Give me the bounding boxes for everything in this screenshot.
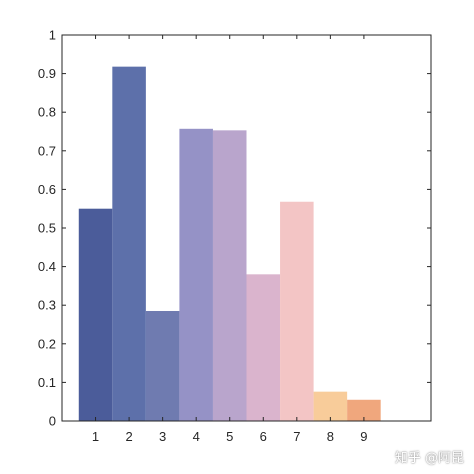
y-tick-label: 0 <box>49 414 56 429</box>
bar-5 <box>212 130 247 422</box>
y-tick-label: 0.1 <box>38 375 56 390</box>
bar-8 <box>313 391 348 421</box>
bar-4 <box>179 128 213 421</box>
x-tick-label: 7 <box>293 429 300 444</box>
bar-6 <box>246 274 281 421</box>
bar-3 <box>145 310 180 421</box>
bar-1 <box>78 208 113 421</box>
y-tick-label: 0.6 <box>38 182 56 197</box>
x-tick-label: 8 <box>327 429 334 444</box>
y-tick-label: 0.2 <box>38 336 56 351</box>
x-tick-label: 1 <box>92 429 99 444</box>
x-tick-label: 5 <box>226 429 233 444</box>
x-axis-ticks: 1 2 3 4 5 6 7 8 9 <box>92 35 368 444</box>
watermark-text: 知乎 @阿昆 <box>394 451 464 466</box>
y-axis-ticks: 0 0.1 0.2 0.3 0.4 0.5 0.6 0.7 0.8 0.9 1 <box>38 28 431 429</box>
y-tick-label: 1 <box>49 28 56 43</box>
y-tick-label: 0.9 <box>38 66 56 81</box>
y-tick-label: 0.4 <box>38 259 56 274</box>
y-tick-label: 0.3 <box>38 298 56 313</box>
bar-7 <box>280 201 314 421</box>
bar-9 <box>347 399 381 421</box>
bars-group <box>78 66 381 422</box>
x-tick-label: 4 <box>193 429 200 444</box>
x-tick-label: 9 <box>360 429 367 444</box>
x-tick-label: 3 <box>159 429 166 444</box>
y-tick-label: 0.7 <box>38 143 56 158</box>
x-tick-label: 2 <box>125 429 132 444</box>
y-tick-label: 0.8 <box>38 105 56 120</box>
y-tick-label: 0.5 <box>38 221 56 236</box>
x-tick-label: 6 <box>260 429 267 444</box>
bar-2 <box>112 66 146 421</box>
